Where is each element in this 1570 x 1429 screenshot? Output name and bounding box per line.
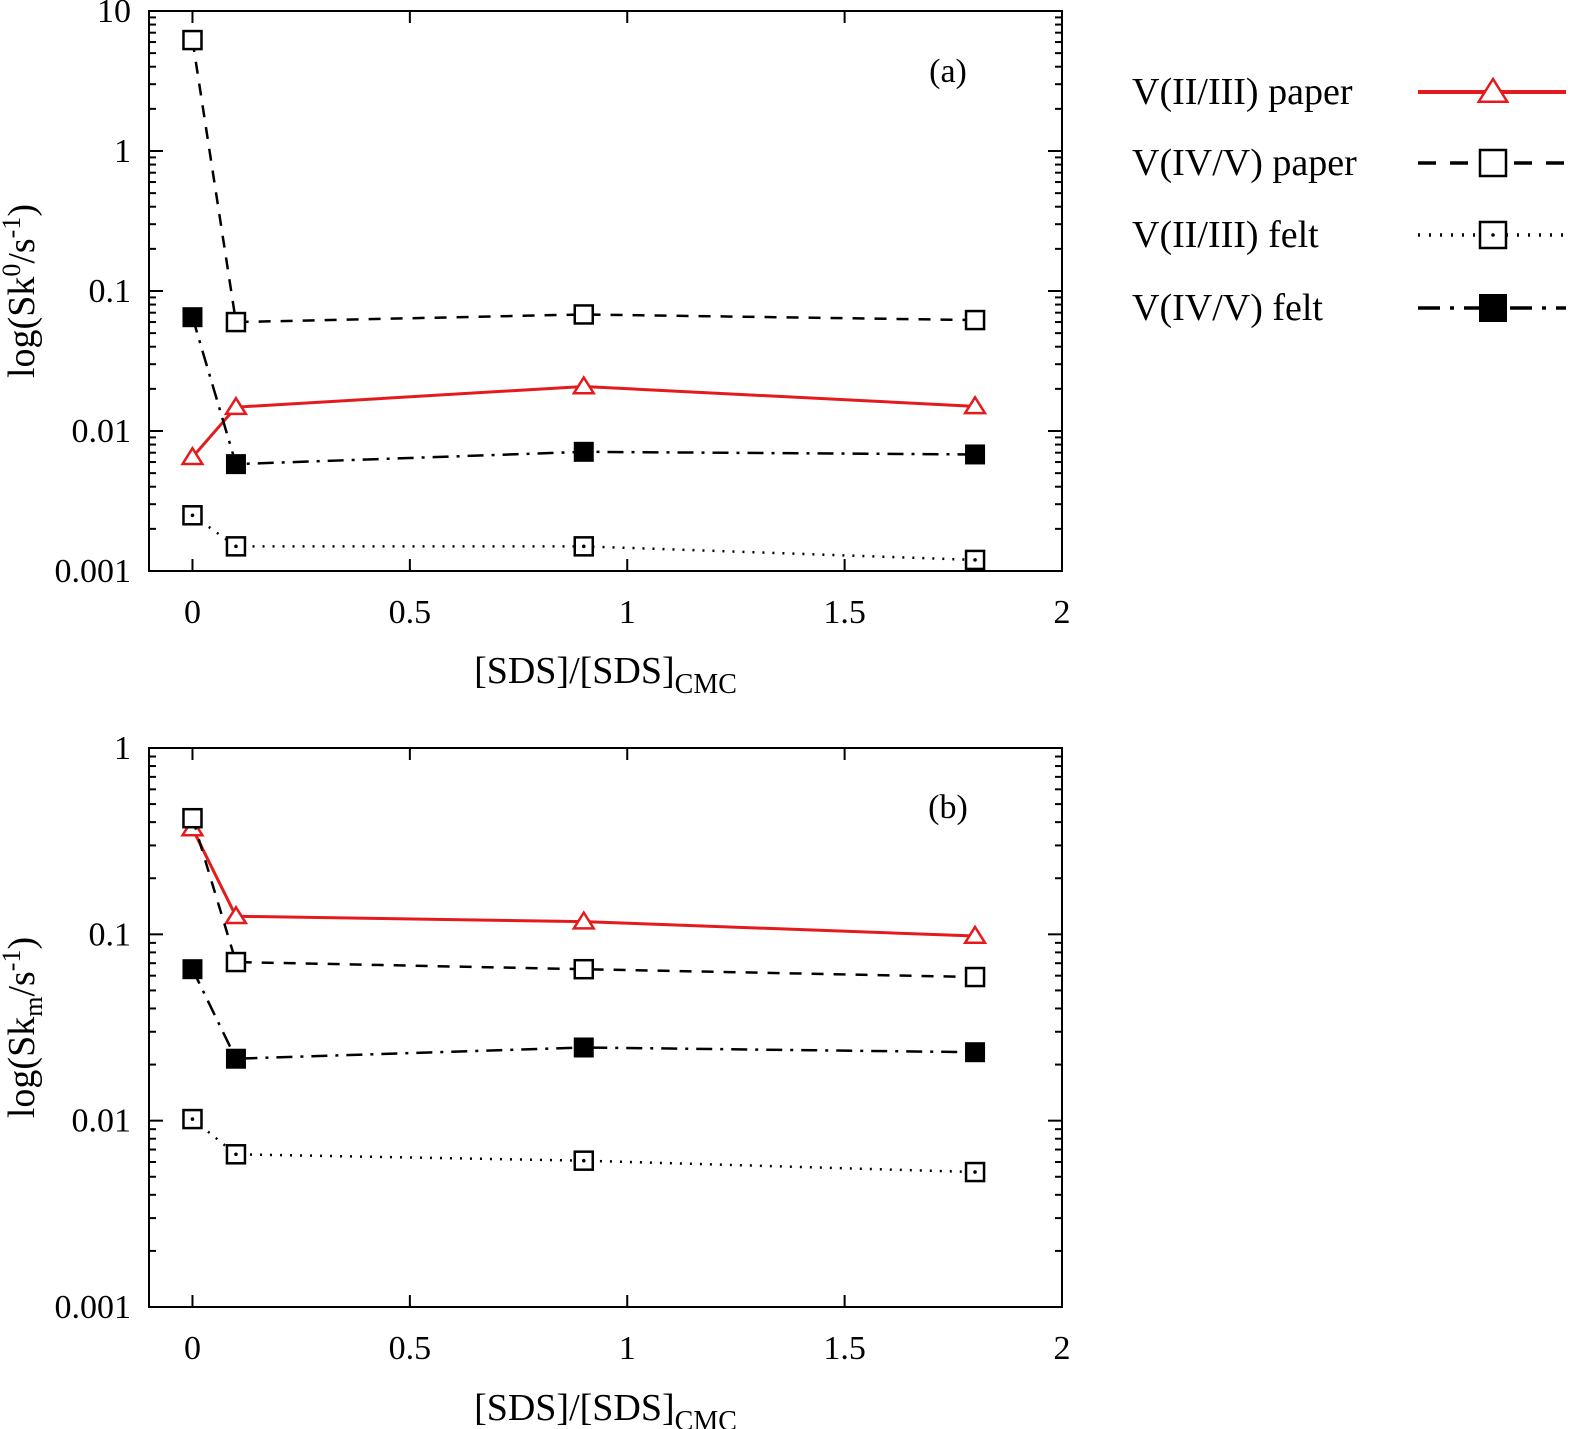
data-point (182, 807, 203, 829)
data-point (964, 549, 986, 571)
data-point (182, 1108, 203, 1130)
data-point (225, 536, 247, 557)
series-v-ii-iii-paper (180, 817, 988, 944)
y-tick-label: 0.1 (89, 916, 132, 953)
x-tick-label: 0.5 (389, 594, 432, 631)
series-line (191, 827, 976, 938)
x-tick-label: 1 (619, 1330, 636, 1367)
legend-label: V(IV/V) felt (1132, 287, 1323, 329)
legend-entry: V(IV/V) paper (1132, 142, 1566, 184)
data-point (573, 1037, 594, 1058)
data-point (225, 454, 246, 475)
data-point (571, 375, 596, 395)
x-tick-label: 2 (1054, 594, 1071, 631)
y-axis-label: log(Sk0/s-1) (0, 204, 43, 378)
data-point (573, 304, 595, 325)
legend-label: V(IV/V) paper (1132, 142, 1357, 184)
legend-marker (1476, 76, 1510, 103)
legend-entry: V(II/III) felt (1132, 214, 1566, 256)
series-line (191, 968, 976, 1060)
legend-entry: V(II/III) paper (1132, 71, 1566, 113)
data-point (182, 307, 203, 328)
data-point (962, 924, 988, 944)
plot-frame (148, 747, 1063, 1308)
series-v-ii-iii-paper (180, 375, 988, 466)
x-axis-label: [SDS]/[SDS]CMC (474, 1387, 737, 1429)
panel-label: (a) (929, 53, 967, 90)
data-point (573, 958, 595, 980)
data-point (573, 536, 595, 557)
legend: V(II/III) paper V(IV/V) paper V(II/III) fe… (1132, 71, 1566, 329)
y-tick-label: 0.001 (55, 1289, 132, 1326)
x-tick-label: 1.5 (823, 594, 866, 631)
y-tick-label: 0.001 (55, 553, 132, 590)
x-tick-label: 0 (184, 594, 201, 631)
legend-marker (1478, 148, 1508, 178)
y-tick-label: 1 (114, 730, 131, 767)
y-tick-label: 10 (97, 0, 131, 30)
y-tick-label: 1 (114, 133, 131, 170)
series-line (191, 384, 976, 459)
series-v-iv-v-felt (182, 307, 986, 475)
legend-label: V(II/III) paper (1132, 71, 1353, 113)
data-point (965, 444, 986, 465)
data-point (180, 445, 205, 466)
data-point (225, 311, 247, 333)
series-v-ii-iii-felt (182, 505, 986, 571)
panel-a: 0 0.5 1 1.5 2 0.001 0.01 0.1 1 10 (a) [SDS]/[SDS]CM… (0, 0, 1071, 700)
data-point (182, 959, 203, 980)
data-point (965, 1042, 986, 1063)
series-v-iv-v-paper (182, 807, 986, 988)
series-v-iv-v-paper (182, 29, 986, 333)
panel-label: (b) (928, 789, 968, 826)
series-line (191, 39, 976, 324)
x-tick-label: 2 (1054, 1330, 1071, 1367)
data-point (573, 1150, 595, 1171)
data-point (225, 951, 247, 973)
data-point (964, 966, 986, 988)
legend-marker (1479, 294, 1507, 322)
series-line (191, 817, 976, 979)
y-tick-label: 0.01 (72, 1103, 132, 1140)
legend-label: V(II/III) felt (1132, 214, 1319, 256)
y-axis-label: log(Skm/s-1) (0, 937, 48, 1118)
x-tick-label: 0 (184, 1330, 201, 1367)
data-point (225, 1144, 247, 1165)
data-point (223, 904, 249, 925)
series-v-iv-v-felt (182, 959, 986, 1069)
data-point (182, 505, 203, 526)
x-tick-label: 1.5 (823, 1330, 866, 1367)
data-point (225, 1048, 246, 1069)
data-point (223, 395, 249, 416)
data-point (964, 309, 986, 331)
y-tick-label: 0.01 (72, 413, 132, 450)
data-point (182, 29, 203, 51)
x-tick-label: 0.5 (389, 1330, 432, 1367)
series-line (191, 316, 976, 466)
plot-frame (148, 10, 1063, 572)
panel-b: 0 0.5 1 1.5 2 0.001 0.01 0.1 1 (b) [SDS]/[SDS]CMC l… (0, 730, 1071, 1429)
data-point (571, 910, 596, 930)
series-v-ii-iii-felt (182, 1108, 986, 1183)
legend-marker (1478, 220, 1508, 250)
x-tick-label: 1 (619, 594, 636, 631)
data-point (964, 1161, 986, 1183)
y-tick-label: 0.1 (89, 273, 132, 310)
legend-entry: V(IV/V) felt (1132, 287, 1566, 329)
x-axis-label: [SDS]/[SDS]CMC (474, 650, 737, 700)
data-point (573, 441, 594, 462)
data-point (962, 394, 988, 415)
